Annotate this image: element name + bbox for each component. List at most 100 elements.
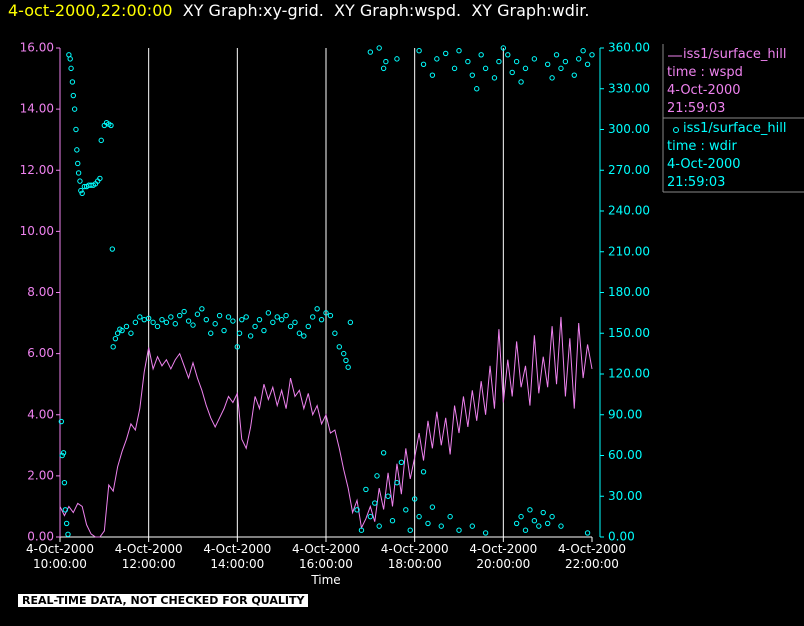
data-point	[71, 106, 78, 112]
data-point	[137, 314, 143, 320]
data-point	[70, 92, 77, 99]
data-point	[544, 520, 551, 527]
data-point	[367, 49, 374, 55]
data-point	[243, 314, 249, 320]
data-point	[318, 316, 325, 323]
data-point	[97, 175, 103, 182]
data-point	[380, 450, 387, 456]
data-point	[341, 350, 347, 357]
data-point	[380, 65, 387, 72]
data-point	[68, 65, 74, 72]
data-point	[367, 513, 374, 520]
data-point	[451, 65, 458, 72]
data-point	[549, 75, 555, 81]
data-point	[411, 496, 418, 502]
legend-swatch	[673, 127, 679, 133]
y-tick-label: 10.00	[20, 224, 54, 238]
data-point	[571, 72, 577, 78]
y2-tick-label: 330.00	[608, 81, 650, 95]
data-point	[429, 504, 436, 510]
data-point	[63, 520, 70, 527]
data-point	[236, 330, 243, 336]
x-axis-label: Time	[311, 573, 341, 587]
data-point	[314, 306, 320, 312]
data-point	[429, 72, 436, 78]
data-point	[212, 321, 218, 327]
y2-tick-label: 270.00	[608, 163, 650, 177]
data-point	[363, 486, 369, 493]
data-point	[531, 518, 538, 524]
y-tick-label: 8.00	[27, 285, 54, 299]
data-point	[518, 513, 524, 520]
y2-tick-label: 210.00	[608, 244, 650, 258]
data-point	[265, 310, 272, 316]
data-point	[540, 509, 546, 516]
data-point	[278, 316, 285, 323]
data-point	[310, 314, 316, 320]
data-point	[478, 52, 484, 58]
data-point	[108, 122, 114, 129]
data-point	[558, 65, 564, 72]
y2-tick-label: 0.00	[608, 530, 635, 544]
data-point	[376, 523, 382, 529]
data-point	[518, 79, 524, 85]
data-point	[425, 520, 431, 527]
y2-tick-label: 150.00	[608, 326, 650, 340]
y2-tick-label: 300.00	[608, 122, 650, 136]
data-point	[522, 527, 529, 533]
data-point	[553, 52, 560, 58]
data-point	[69, 79, 76, 85]
legend-detail: 21:59:03	[667, 101, 726, 116]
data-point	[221, 327, 227, 334]
data-point	[79, 190, 85, 197]
data-point	[336, 344, 342, 350]
data-point	[109, 246, 116, 252]
data-point	[407, 527, 413, 533]
data-point	[287, 323, 294, 330]
data-point	[584, 530, 591, 536]
data-point	[438, 523, 444, 529]
data-point	[154, 323, 161, 330]
data-point	[61, 479, 68, 486]
data-point	[496, 58, 502, 65]
data-point	[292, 319, 298, 326]
legend-entry: iss1/surface_hill	[683, 121, 787, 136]
data-point	[163, 319, 170, 326]
data-point	[305, 323, 311, 330]
chart-subtitle: XY Graph:xy-grid. XY Graph:wspd. XY Grap…	[182, 1, 590, 20]
data-point	[190, 322, 196, 328]
y2-tick-label: 60.00	[608, 448, 642, 462]
data-point	[500, 45, 507, 51]
data-point	[354, 507, 360, 513]
data-point	[234, 344, 241, 350]
data-point	[78, 187, 84, 194]
data-point	[327, 312, 334, 319]
data-point	[168, 314, 174, 320]
data-point	[274, 314, 280, 320]
data-point	[343, 357, 349, 364]
data-point	[420, 469, 427, 475]
data-point	[225, 314, 232, 320]
data-point	[385, 493, 391, 499]
data-point	[77, 178, 83, 184]
data-point	[374, 473, 380, 479]
data-point	[114, 330, 121, 336]
data-point	[323, 310, 329, 316]
data-point	[544, 61, 551, 68]
data-point	[416, 513, 422, 520]
data-point	[177, 312, 183, 319]
data-point	[60, 450, 67, 456]
data-point	[549, 513, 555, 520]
data-point	[469, 523, 475, 529]
data-point	[261, 327, 267, 334]
data-point	[527, 507, 533, 513]
data-point	[239, 316, 245, 323]
data-point	[469, 72, 475, 78]
data-point	[465, 58, 471, 65]
data-point	[456, 48, 462, 54]
data-point	[194, 311, 201, 317]
legend-detail: time : wdir	[667, 139, 737, 154]
data-point	[509, 69, 515, 76]
data-point	[128, 330, 134, 336]
